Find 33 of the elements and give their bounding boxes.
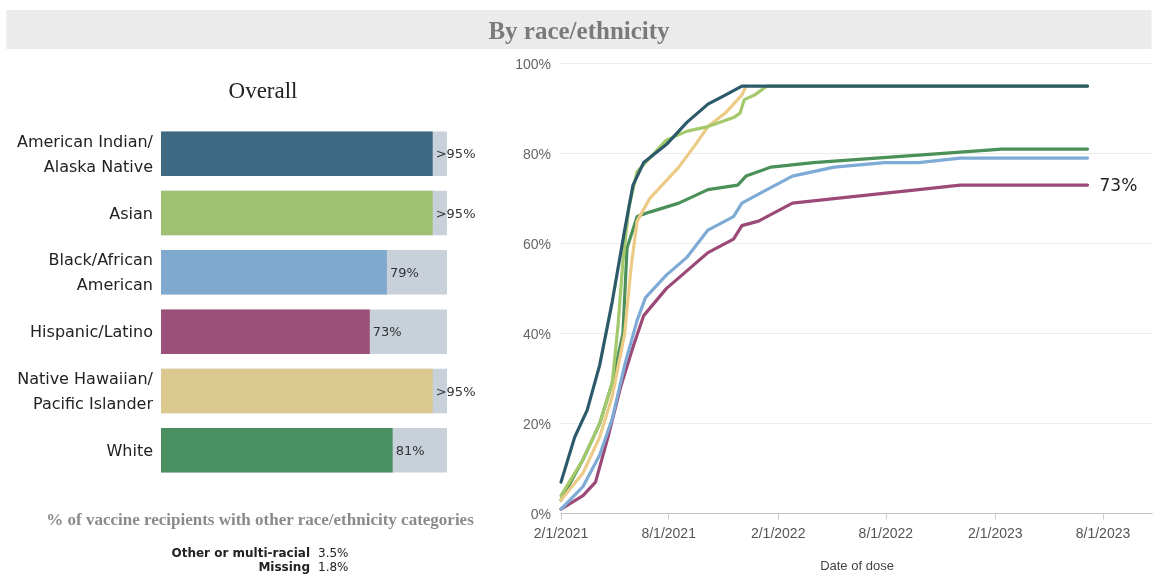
y-tick-label: Black/African American [48, 250, 153, 295]
category-label: Other or multi-racial [170, 546, 311, 560]
y-tick-label: White [106, 440, 153, 460]
category-label: Missing [257, 560, 311, 574]
x-tick-label: 2/1/2023 [968, 524, 1023, 541]
text: % of vaccine recipients with other race/ethnicity categories [45, 510, 475, 530]
x-tick-label: 2/1/2022 [750, 524, 806, 541]
x-tick-label: 8/1/2022 [858, 524, 914, 541]
data-label: 73% [372, 324, 402, 340]
y-tick-label: 0% [530, 505, 551, 522]
chart-title: By race/ethnicity [488, 17, 671, 44]
text: 3.5% [318, 546, 349, 560]
x-tick-label: 8/1/2023 [1075, 524, 1131, 541]
y-tick-label: Asian [109, 203, 153, 223]
data-label: 79% [389, 264, 419, 280]
y-tick-label: Native Hawaiian/Pacific Islander [17, 369, 154, 413]
y-tick-label: 100% [515, 55, 551, 72]
y-tick-label: 60% [522, 235, 551, 252]
data-label: 73% [1099, 175, 1138, 196]
y-tick-label: American Indian/Alaska Native [16, 131, 154, 176]
x-tick-label: 2/1/2021 [533, 524, 589, 541]
x-axis-title: Date of dose [820, 557, 894, 573]
text: 1.8% [318, 560, 349, 574]
chart-title: Overall [228, 78, 298, 103]
data-label: 81% [395, 442, 425, 458]
y-tick-label: 20% [522, 415, 551, 432]
y-tick-label: 40% [522, 325, 551, 342]
y-tick-label: Hispanic/Latino [30, 322, 153, 342]
y-tick-label: 80% [522, 145, 551, 162]
data-label: >95% [435, 205, 476, 221]
data-label: >95% [435, 146, 476, 162]
data-label: >95% [435, 383, 476, 399]
x-tick-label: 8/1/2021 [641, 524, 697, 541]
